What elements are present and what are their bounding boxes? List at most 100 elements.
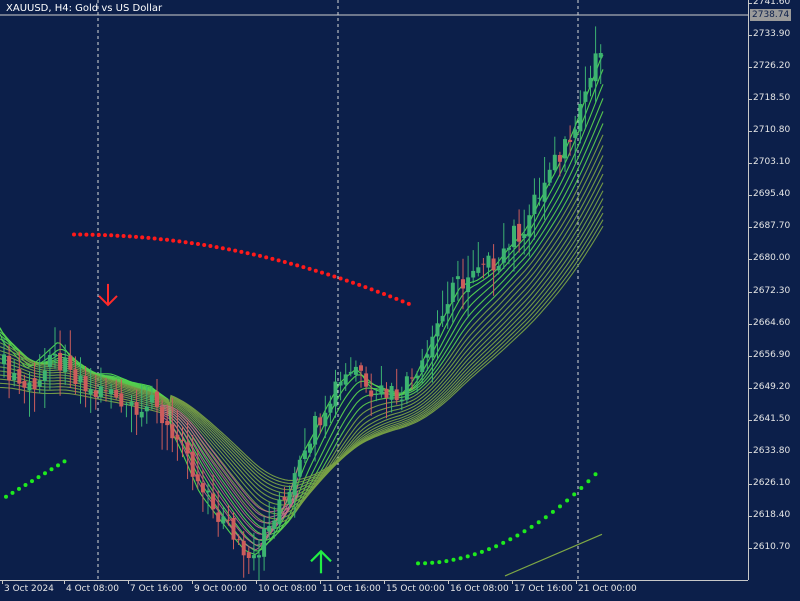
candle-body xyxy=(149,395,154,403)
time-tick xyxy=(64,581,65,584)
price-label: 2649.20 xyxy=(753,381,791,392)
candle-body xyxy=(241,540,246,556)
buy-dot xyxy=(43,471,47,476)
price-tick xyxy=(749,163,752,165)
buy-dot xyxy=(593,472,598,477)
buy-dot xyxy=(423,561,428,566)
candle-body xyxy=(506,247,511,250)
candle-body xyxy=(170,424,175,439)
price-tick xyxy=(749,259,752,261)
sell-dot xyxy=(388,294,393,299)
candle-body xyxy=(47,355,52,368)
ma-line xyxy=(0,219,604,484)
buy-dot xyxy=(479,549,484,554)
price-label: 2618.40 xyxy=(753,509,791,520)
price-tick xyxy=(749,131,752,133)
price-label: 2733.90 xyxy=(753,29,791,40)
candle-body xyxy=(461,279,465,289)
candle-body xyxy=(323,412,328,427)
sell-dot xyxy=(84,232,89,237)
buy-dot xyxy=(56,463,60,468)
time-tick xyxy=(576,581,577,584)
candle-body xyxy=(471,270,476,278)
candle-body xyxy=(211,493,216,510)
buy-dot xyxy=(586,479,591,484)
sell-dot xyxy=(239,249,244,254)
time-tick xyxy=(384,581,385,584)
candle-body xyxy=(287,491,292,505)
candle-body xyxy=(22,381,27,388)
time-scale[interactable]: 3 Oct 2024 4 Oct 08:00 7 Oct 16:00 9 Oct 00… xyxy=(0,580,748,601)
sell-dot xyxy=(233,248,238,253)
ma-line xyxy=(0,205,604,491)
price-label: 2726.20 xyxy=(753,61,791,72)
candle-body xyxy=(109,389,114,395)
sell-dot xyxy=(344,278,349,283)
candle-body xyxy=(399,399,404,402)
candle-body xyxy=(175,434,180,440)
sell-dot xyxy=(375,289,380,294)
candle-body xyxy=(267,526,272,532)
buy-dot xyxy=(17,486,21,491)
candle-body xyxy=(282,496,287,501)
candle-body xyxy=(246,552,251,558)
candle-body xyxy=(455,276,460,280)
buy-dot xyxy=(36,475,41,480)
time-label: 17 Oct 16:00 xyxy=(514,584,573,594)
candle-body xyxy=(144,406,149,412)
candle-body xyxy=(338,382,343,386)
ma-line-bearish xyxy=(159,406,299,518)
price-label: 2695.40 xyxy=(753,189,791,200)
candle-body xyxy=(328,403,333,413)
candle-body xyxy=(53,354,57,356)
time-tick xyxy=(128,581,129,584)
time-label: 4 Oct 08:00 xyxy=(66,584,119,594)
candle-body xyxy=(450,282,455,302)
sell-dot xyxy=(227,247,231,252)
candle-body xyxy=(496,266,501,271)
buy-dot xyxy=(444,559,449,564)
candle-body xyxy=(221,516,226,524)
sell-dot xyxy=(208,244,213,248)
price-chart[interactable] xyxy=(0,0,748,580)
candle-body xyxy=(522,234,527,239)
candle-body xyxy=(359,365,363,371)
candle-body xyxy=(195,474,200,482)
buy-dot xyxy=(572,492,577,497)
sell-dot xyxy=(301,265,306,270)
buy-dot xyxy=(23,483,28,487)
sell-dot xyxy=(171,238,176,243)
price-label: 2741.60 xyxy=(753,0,791,7)
moving-average-ribbon xyxy=(0,54,604,556)
price-label: 2641.50 xyxy=(753,413,791,424)
buy-dot xyxy=(536,520,541,525)
sell-dot xyxy=(251,252,256,257)
candle-body xyxy=(369,390,374,397)
candle-body xyxy=(226,519,231,521)
price-tick xyxy=(749,387,752,389)
sell-dot xyxy=(220,246,225,251)
sell-dot xyxy=(115,233,120,238)
price-tick xyxy=(749,35,752,37)
candle-body xyxy=(262,528,267,557)
candle-body xyxy=(139,411,144,418)
candle-body xyxy=(547,169,552,183)
buy-dot xyxy=(451,557,456,562)
price-tick xyxy=(749,3,752,4)
sell-dot xyxy=(258,253,262,258)
sell-dot xyxy=(369,287,374,292)
price-scale[interactable]: 2741.60 2733.90 2726.20 2718.50 2710.80 2703.… xyxy=(748,0,800,580)
sell-dot xyxy=(165,237,169,242)
buy-dot xyxy=(522,529,527,534)
chart-plot-area[interactable]: XAUUSD, H4: Gold vs US Dollar xyxy=(0,0,748,580)
price-label: 2610.70 xyxy=(753,542,791,552)
buy-dot xyxy=(430,560,435,565)
candle-body xyxy=(557,155,562,162)
candle-body xyxy=(583,91,588,102)
candle-body xyxy=(37,380,42,387)
candle-body xyxy=(425,354,430,358)
candle-body xyxy=(415,375,420,379)
time-tick xyxy=(256,581,257,584)
price-label: 2680.00 xyxy=(753,253,791,264)
